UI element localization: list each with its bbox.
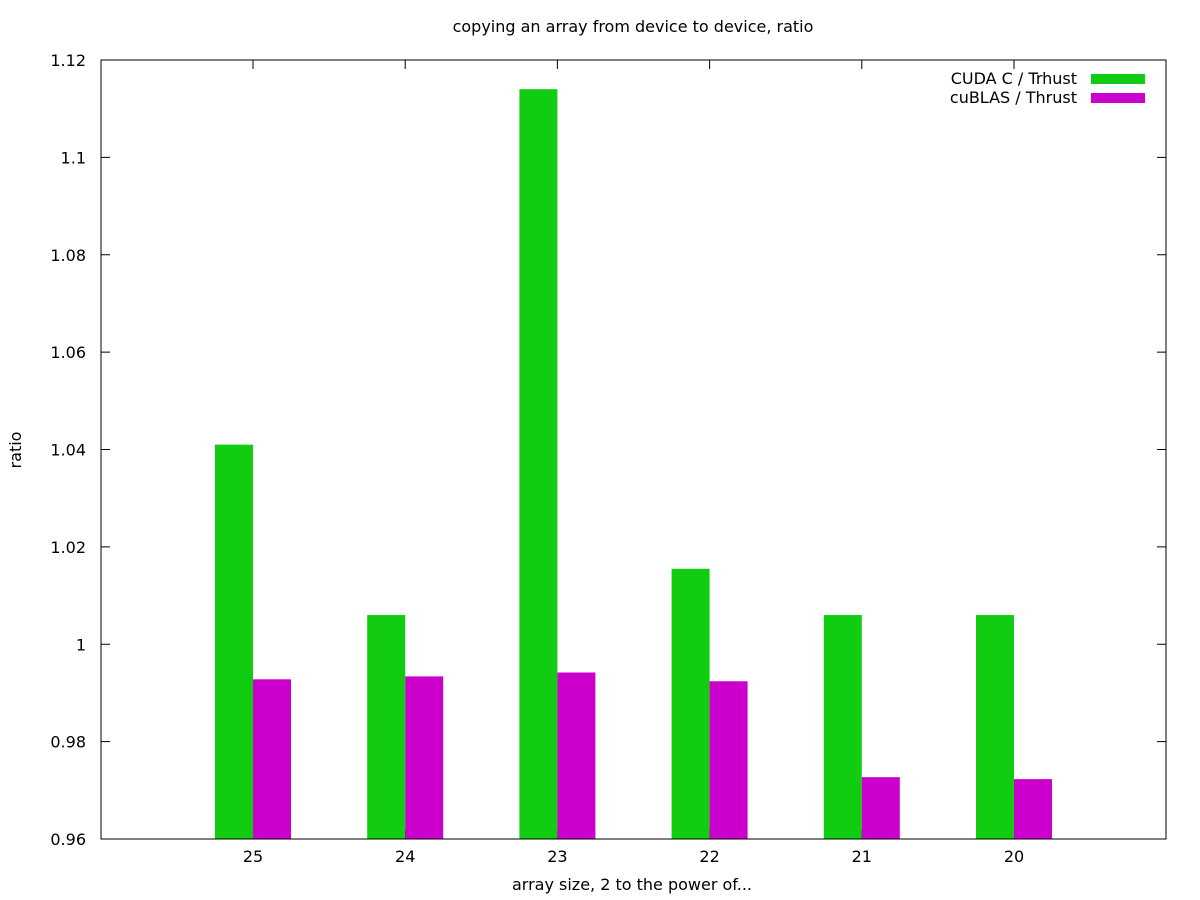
bar-cuda-c-21 (823, 615, 862, 839)
y-tick-label: 1.08 (50, 246, 86, 265)
legend-swatch (1091, 74, 1145, 84)
y-tick-labels: 0.96 0.98 1 1.02 1.04 1.06 1.08 1.1 1.12 (50, 51, 86, 849)
bar-cublas-24 (405, 676, 444, 839)
x-tick-label: 25 (243, 847, 263, 866)
y-tick-label: 1.02 (50, 538, 86, 557)
chart-title: copying an array from device to device, … (453, 17, 814, 36)
bars (215, 89, 1052, 839)
y-tick-label: 1.04 (50, 441, 86, 460)
y-tick-label: 1.06 (50, 343, 86, 362)
y-tick-label: 1.1 (61, 148, 86, 167)
bar-cublas-23 (557, 672, 596, 839)
y-tick-label: 0.98 (50, 733, 86, 752)
bar-cublas-22 (709, 681, 748, 839)
x-tick-label: 22 (699, 847, 719, 866)
y-axis-label: ratio (6, 432, 25, 469)
bar-cublas-25 (253, 679, 291, 839)
x-tick-label: 23 (547, 847, 567, 866)
bar-cuda-c-24 (367, 615, 406, 839)
legend-label: cuBLAS / Thrust (950, 88, 1077, 107)
y-tick-label: 0.96 (50, 830, 86, 849)
bar-cuda-c-25 (215, 444, 253, 839)
x-tick-label: 21 (852, 847, 872, 866)
x-tick-label: 20 (1004, 847, 1024, 866)
legend-swatch (1091, 93, 1145, 103)
bar-cuda-c-20 (976, 615, 1014, 839)
bar-cuda-c-23 (519, 89, 558, 839)
legend-label: CUDA C / Trhust (951, 69, 1077, 88)
plot-frame (100, 59, 1167, 840)
x-axis-label: array size, 2 to the power of... (512, 875, 752, 894)
y-tick-label: 1.12 (50, 51, 86, 70)
y-tick-label: 1 (76, 635, 86, 654)
bar-cuda-c-22 (671, 568, 710, 839)
bar-cublas-21 (861, 777, 900, 839)
x-tick-label: 24 (395, 847, 415, 866)
x-tick-labels: 25 24 23 22 21 20 (243, 847, 1024, 866)
bar-cublas-20 (1014, 779, 1052, 839)
